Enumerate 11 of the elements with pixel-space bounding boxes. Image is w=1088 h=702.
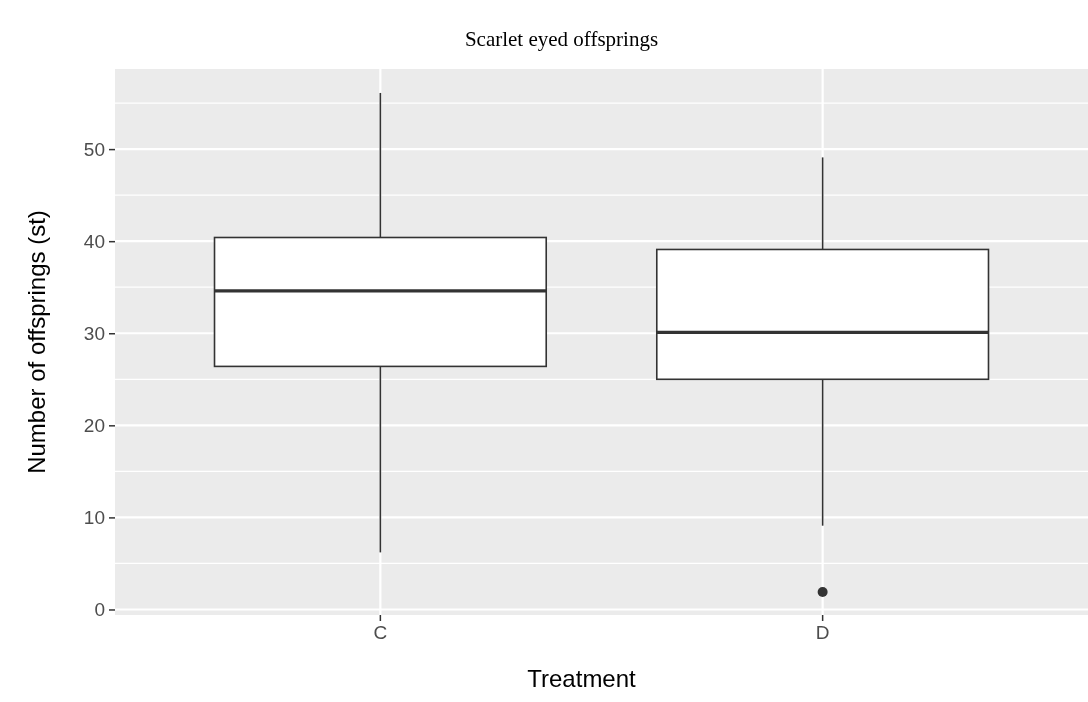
y-tick-label: 10 [83,506,105,528]
x-tick-label: C [373,622,388,644]
chart-title: Scarlet eyed offsprings [464,27,659,51]
y-tick-label: 40 [83,230,105,252]
y-tick-label: 30 [83,322,105,344]
y-tick-label: 0 [94,599,105,621]
x-tick-label: D [815,622,830,644]
y-tick-label: 20 [83,414,105,436]
x-axis-title: Treatment [527,665,637,692]
y-axis-title: Number of offsprings (st) [23,210,50,474]
y-tick-label: 50 [83,138,105,160]
